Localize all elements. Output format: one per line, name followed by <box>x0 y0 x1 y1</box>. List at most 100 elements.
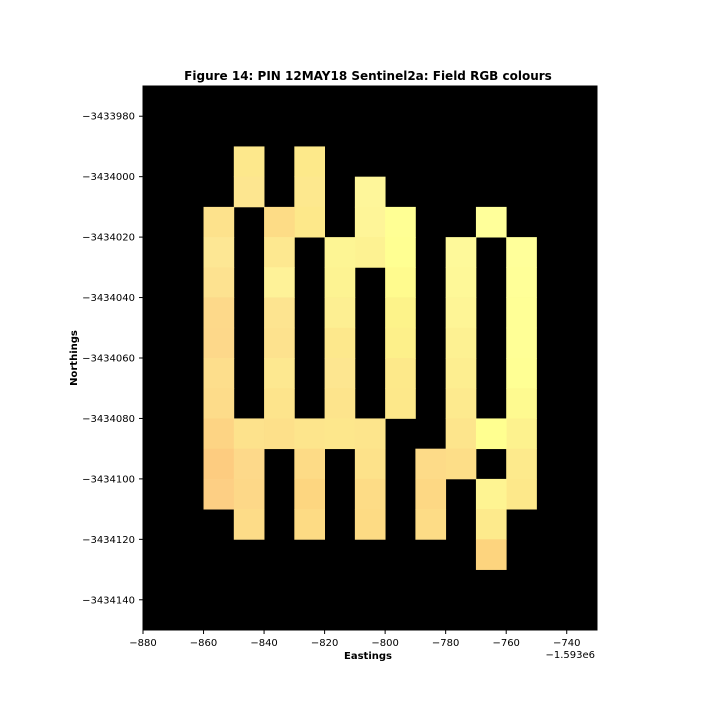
heatmap-cell <box>203 388 235 419</box>
heatmap-cell <box>264 267 295 298</box>
heatmap-cell <box>203 267 235 298</box>
heatmap-cell <box>324 388 356 419</box>
heatmap-cell <box>264 297 295 329</box>
heatmap-cell <box>203 206 235 238</box>
heatmap-cell <box>294 478 325 510</box>
heatmap-cell <box>294 418 325 450</box>
x-axis-label: Eastings <box>344 651 392 662</box>
heatmap-cell <box>506 237 537 268</box>
x-tick-label: −800 <box>371 638 398 649</box>
heatmap-cell <box>354 448 386 480</box>
heatmap-cell <box>385 297 416 329</box>
heatmap-cell <box>203 358 235 389</box>
heatmap-cell <box>354 418 386 450</box>
heatmap-cell <box>445 448 477 480</box>
x-axis: −880 −860 −840 −820 −800 −780 −760 −740 <box>129 630 580 649</box>
heatmap-cell <box>354 176 386 208</box>
heatmap-cell <box>385 237 416 268</box>
heatmap-cell <box>233 509 265 540</box>
heatmap-cell <box>445 418 477 450</box>
heatmap-cell <box>203 297 235 329</box>
heatmap-cell <box>264 206 295 238</box>
heatmap-cell <box>385 206 416 238</box>
y-tick-label: −3434120 <box>82 535 135 546</box>
heatmap-cell <box>203 327 235 359</box>
chart-title: Figure 14: PIN 12MAY18 Sentinel2a: Field… <box>184 69 552 83</box>
heatmap-cell <box>475 418 507 450</box>
heatmap-cell <box>233 448 265 480</box>
heatmap-cell <box>233 418 265 450</box>
y-tick-label: −3433980 <box>82 112 135 123</box>
y-tick-label: −3434000 <box>82 172 135 183</box>
heatmap-cell <box>415 448 447 480</box>
heatmap-cell <box>203 448 235 480</box>
x-tick-label: −880 <box>129 638 156 649</box>
x-axis-offset-label: −1.593e6 <box>545 650 595 661</box>
heatmap-cell <box>445 358 477 389</box>
heatmap-cell <box>506 418 537 450</box>
heatmap-cell <box>385 327 416 359</box>
x-tick-label: −780 <box>432 638 459 649</box>
heatmap-cell <box>445 388 477 419</box>
heatmap-cell <box>203 237 235 268</box>
heatmap-cell <box>506 448 537 480</box>
heatmap-cell <box>506 297 537 329</box>
heatmap-cell <box>506 358 537 389</box>
heatmap-cell <box>506 388 537 419</box>
heatmap-cell <box>506 267 537 298</box>
heatmap-cell <box>506 478 537 510</box>
x-tick-label: −840 <box>250 638 277 649</box>
y-tick-label: −3434140 <box>82 595 135 606</box>
heatmap-cell <box>475 539 507 570</box>
heatmap-cell <box>324 327 356 359</box>
y-tick-label: −3434100 <box>82 474 135 485</box>
y-tick-label: −3434060 <box>82 354 135 365</box>
x-tick-label: −860 <box>190 638 217 649</box>
heatmap-cell <box>415 478 447 510</box>
heatmap-cell <box>354 478 386 510</box>
heatmap-cell <box>324 267 356 298</box>
heatmap-cell <box>475 206 507 238</box>
y-tick-label: −3434040 <box>82 293 135 304</box>
heatmap-cell <box>475 509 507 540</box>
heatmap-cell <box>264 237 295 268</box>
heatmap-cell <box>324 358 356 389</box>
heatmap-cell <box>203 478 235 510</box>
heatmap-cell <box>264 327 295 359</box>
heatmap-cell <box>264 418 295 450</box>
heatmap-cell <box>354 509 386 540</box>
heatmap-cell <box>294 509 325 540</box>
x-tick-label: −760 <box>492 638 519 649</box>
heatmap-cell <box>294 146 325 178</box>
heatmap-cell <box>294 448 325 480</box>
heatmap-cell <box>506 327 537 359</box>
heatmap-cells <box>203 146 537 570</box>
heatmap-cell <box>294 176 325 208</box>
x-tick-label: −740 <box>553 638 580 649</box>
heatmap-cell <box>445 267 477 298</box>
heatmap-cell <box>415 509 447 540</box>
heatmap-cell <box>233 146 265 178</box>
y-axis-label: Northings <box>69 330 80 386</box>
heatmap-cell <box>233 176 265 208</box>
heatmap-cell <box>294 206 325 238</box>
heatmap-cell <box>385 388 416 419</box>
heatmap-cell <box>233 478 265 510</box>
y-tick-label: −3434020 <box>82 233 135 244</box>
heatmap-cell <box>445 237 477 268</box>
heatmap-cell <box>385 358 416 389</box>
heatmap-cell <box>354 206 386 238</box>
heatmap-cell <box>354 237 386 268</box>
heatmap-cell <box>324 237 356 268</box>
heatmap-cell <box>445 327 477 359</box>
heatmap-cell <box>445 297 477 329</box>
y-tick-label: −3434080 <box>82 414 135 425</box>
y-axis: −3433980 −3434000 −3434020 −3434040 −3434060… <box>82 112 143 606</box>
heatmap-cell <box>324 418 356 450</box>
x-tick-label: −820 <box>311 638 338 649</box>
heatmap-cell <box>264 388 295 419</box>
heatmap-cell <box>475 478 507 510</box>
heatmap-cell <box>385 267 416 298</box>
heatmap-cell <box>324 297 356 329</box>
